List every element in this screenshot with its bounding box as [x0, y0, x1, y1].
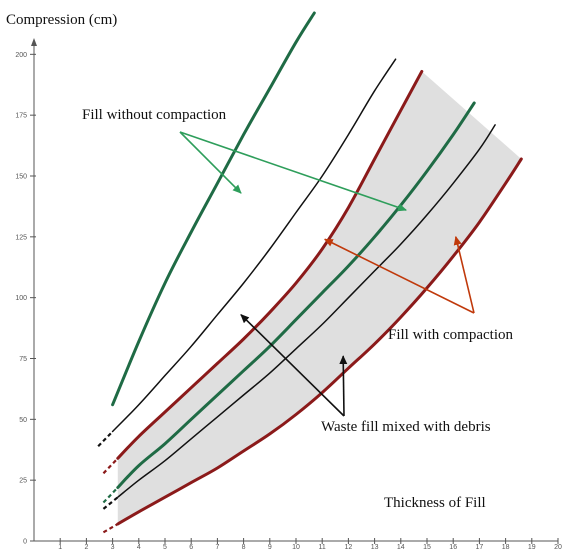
y-axis-label: Compression (cm) — [6, 12, 117, 28]
series-line-green-mid — [116, 101, 476, 489]
x-tick-label: 17 — [476, 544, 484, 549]
annotation-arrow — [179, 131, 242, 194]
annotation-label: Fill without compaction — [82, 107, 227, 123]
series-stub-thin-upper — [97, 430, 114, 447]
annotation-arrow — [453, 235, 475, 314]
y-tick-label: 50 — [19, 417, 27, 424]
x-tick-label: 8 — [242, 544, 246, 549]
y-tick-label: 200 — [15, 52, 27, 59]
x-tick-label: 16 — [449, 544, 457, 549]
annotation-arrow — [323, 238, 475, 314]
x-tick-label: 13 — [371, 544, 379, 549]
x-tick-label: 2 — [84, 544, 88, 549]
annotation-label: Fill with compaction — [388, 327, 513, 343]
y-axis-arrow — [31, 38, 37, 46]
x-tick-label: 7 — [215, 544, 219, 549]
annotation-arrow — [339, 355, 348, 417]
series-line-compaction-lower — [116, 157, 523, 526]
shaded-band — [117, 71, 522, 525]
series-line-compaction-upper — [116, 69, 424, 460]
series-stub-thin-lower — [102, 496, 119, 510]
series-line-no-compaction — [111, 11, 316, 407]
x-tick-label: 12 — [345, 544, 353, 549]
y-tick-label: 0 — [23, 539, 27, 546]
y-tick-label: 175 — [15, 113, 27, 120]
x-axis-label: Thickness of Fill — [384, 495, 486, 511]
y-tick-label: 150 — [15, 174, 27, 181]
series-stub-compaction-lower — [102, 523, 119, 534]
y-tick-label: 75 — [19, 356, 27, 363]
annotation-arrow — [179, 131, 407, 212]
x-tick-label: 9 — [268, 544, 272, 549]
series-layer — [97, 11, 523, 534]
x-tick-label: 11 — [319, 544, 326, 549]
x-tick-label: 6 — [189, 544, 193, 549]
series-stub-compaction-upper — [102, 457, 119, 475]
x-tick-label: 14 — [397, 544, 405, 549]
y-tick-label: 25 — [19, 478, 27, 485]
x-tick-label: 1 — [58, 544, 62, 549]
x-tick-label: 3 — [111, 544, 115, 549]
y-tick-label: 125 — [15, 234, 27, 241]
series-stub-green-mid — [102, 486, 119, 504]
compaction-band — [117, 71, 522, 525]
x-tick-label: 4 — [137, 544, 141, 549]
annotations-layer: Fill without compaction Fill with compact… — [82, 107, 513, 435]
x-tick-label: 15 — [423, 544, 431, 549]
x-tick-label: 10 — [292, 544, 300, 549]
x-tick-label: 20 — [554, 544, 562, 549]
annotation-label: Waste fill mixed with debris — [321, 419, 491, 435]
series-line-thin-upper — [111, 58, 397, 433]
annotation-arrow — [240, 313, 345, 417]
series-line-thin-lower — [117, 124, 496, 498]
x-tick-label: 5 — [163, 544, 167, 549]
y-tick-label: 100 — [15, 295, 27, 302]
x-tick-label: 18 — [502, 544, 510, 549]
x-tick-label: 19 — [528, 544, 536, 549]
